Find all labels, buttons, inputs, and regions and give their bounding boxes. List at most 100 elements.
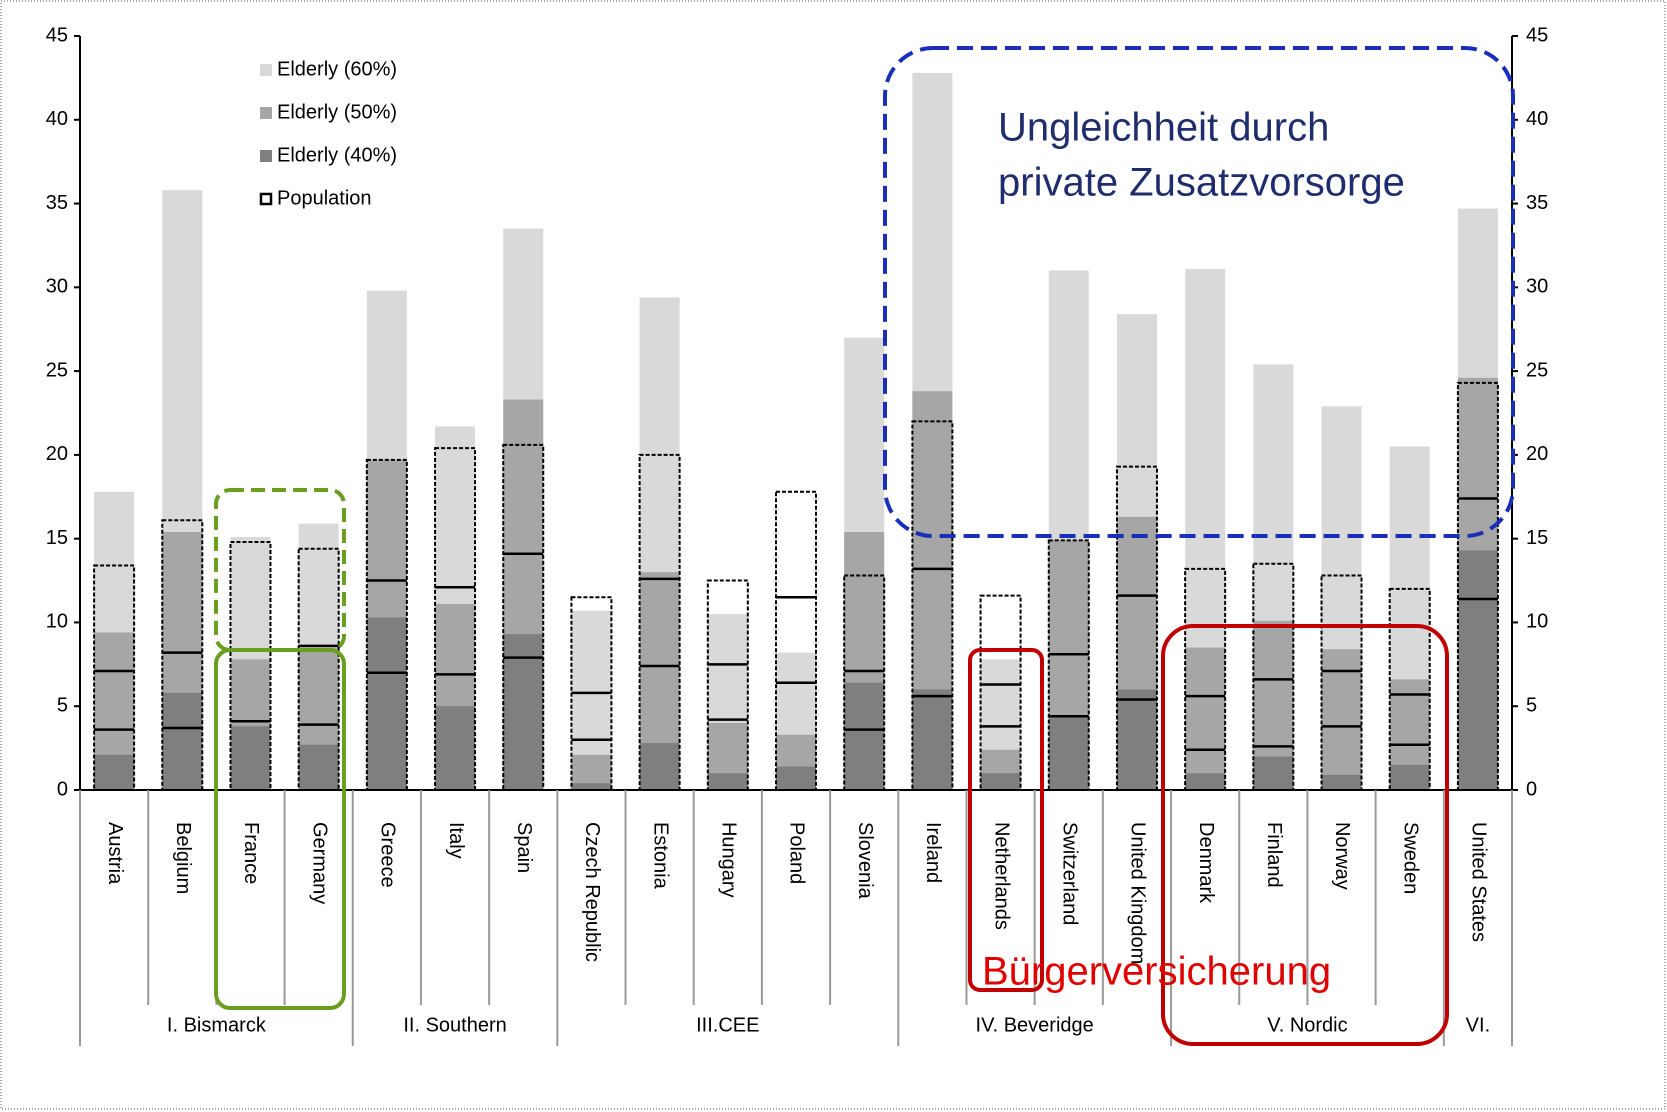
x-tick-label: Sweden <box>1399 822 1421 894</box>
annotation-box <box>1161 624 1449 1046</box>
population-box <box>843 574 886 791</box>
bar <box>1253 756 1294 790</box>
y2-tick-label: 30 <box>1526 276 1548 298</box>
y-tick-label: 45 <box>46 24 68 46</box>
population-box <box>1252 562 1295 791</box>
bar <box>1116 689 1157 790</box>
annotation: Ungleichheit durch <box>998 106 1329 150</box>
x-tick-label: Ireland <box>922 822 944 883</box>
legend-swatch <box>260 64 272 76</box>
y2-tick-label: 20 <box>1526 443 1548 465</box>
bar <box>366 617 407 790</box>
bar <box>1389 764 1430 790</box>
y-tick-label: 30 <box>46 276 68 298</box>
x-tick-label: Hungary <box>718 822 740 898</box>
y-tick-label: 5 <box>57 695 68 717</box>
bar <box>844 682 885 790</box>
legend-swatch <box>259 192 273 206</box>
y-tick-label: 15 <box>46 527 68 549</box>
x-tick-label: United States <box>1468 822 1490 942</box>
x-tick-label: Czech Republic <box>581 822 603 962</box>
y2-tick-label: 5 <box>1526 695 1537 717</box>
x-tick-label: Finland <box>1263 822 1285 888</box>
y-tick-label: 20 <box>46 443 68 465</box>
x-tick-label: Estonia <box>649 822 671 890</box>
bar <box>1321 774 1362 790</box>
annotation: private Zusatzvorsorge <box>998 161 1405 205</box>
population-box <box>1115 465 1158 791</box>
group-label: III.CEE <box>696 1014 759 1036</box>
y2-tick-label: 10 <box>1526 611 1548 633</box>
bar <box>912 689 953 790</box>
bar <box>1457 550 1498 790</box>
x-tick-label: France <box>240 822 262 884</box>
y2-tick-label: 15 <box>1526 527 1548 549</box>
y-tick-label: 40 <box>46 108 68 130</box>
plot-area: 0 0 5 5 10 10 15 15 20 20 25 25 30 30 35 35 40 40 45 45 Aust… <box>46 24 1548 1046</box>
group-label: IV. Beveridge <box>976 1014 1094 1036</box>
x-tick-label: United Kingdom <box>1127 822 1149 964</box>
y2-tick-label: 35 <box>1526 192 1548 214</box>
population-box <box>434 447 477 791</box>
x-tick-label: Italy <box>445 822 467 859</box>
y-tick-label: 25 <box>46 359 68 381</box>
x-tick-label: Denmark <box>1195 822 1217 904</box>
population-box <box>706 579 749 791</box>
x-tick-label: Slovenia <box>854 822 876 900</box>
bar <box>707 773 748 790</box>
group-label: II. Southern <box>403 1014 506 1036</box>
population-box <box>1456 381 1499 791</box>
y-tick-label: 0 <box>57 778 68 800</box>
x-tick-label: Belgium <box>172 822 194 894</box>
population-box <box>1320 574 1363 791</box>
x-tick-label: Norway <box>1331 822 1353 890</box>
bar <box>1185 773 1226 790</box>
population-box <box>638 453 681 791</box>
population-box <box>161 519 204 791</box>
x-tick-label: Poland <box>786 822 808 884</box>
annotation-box <box>214 648 346 1010</box>
bar <box>776 766 816 790</box>
bar <box>435 706 476 790</box>
y-tick-label: 10 <box>46 611 68 633</box>
bar <box>298 744 339 790</box>
group-label: VI. <box>1466 1014 1490 1036</box>
bar <box>94 754 135 790</box>
legend-label: Elderly (40%) <box>277 144 397 166</box>
bar <box>1185 647 1226 790</box>
x-tick-label: Spain <box>513 822 535 873</box>
annotation: Bürgerversicherung <box>982 950 1331 994</box>
group-label: I. Bismarck <box>167 1014 267 1036</box>
x-tick-label: Greece <box>377 822 399 888</box>
bar <box>1321 649 1362 790</box>
annotations: Ungleichheit durch private Zusatzvorsorg… <box>214 46 1515 1046</box>
bar <box>639 743 680 790</box>
group-label: V. Nordic <box>1267 1014 1347 1036</box>
population-box <box>1184 567 1227 791</box>
y2-tick-label: 40 <box>1526 108 1548 130</box>
y2-tick-label: 25 <box>1526 359 1548 381</box>
bar <box>980 773 1021 790</box>
legend-swatch <box>260 107 272 119</box>
annotation-box <box>883 46 1515 538</box>
y-tick-label: 35 <box>46 192 68 214</box>
population-box <box>775 490 817 791</box>
bar <box>1048 716 1089 790</box>
bar <box>571 783 612 790</box>
bar <box>230 726 271 790</box>
legend-label: Population <box>277 187 372 209</box>
legend-swatch <box>260 150 272 162</box>
x-tick-label: Netherlands <box>990 822 1012 930</box>
y2-tick-label: 0 <box>1526 778 1537 800</box>
legend-label: Elderly (50%) <box>277 101 397 123</box>
annotation-box <box>968 648 1044 992</box>
bar <box>503 634 544 790</box>
y2-tick-label: 45 <box>1526 24 1548 46</box>
x-tick-label: Germany <box>308 822 330 904</box>
x-tick-label: Austria <box>104 822 126 885</box>
x-tick-label: Switzerland <box>1058 822 1080 925</box>
bar <box>162 692 203 790</box>
legend-label: Elderly (60%) <box>277 58 397 80</box>
